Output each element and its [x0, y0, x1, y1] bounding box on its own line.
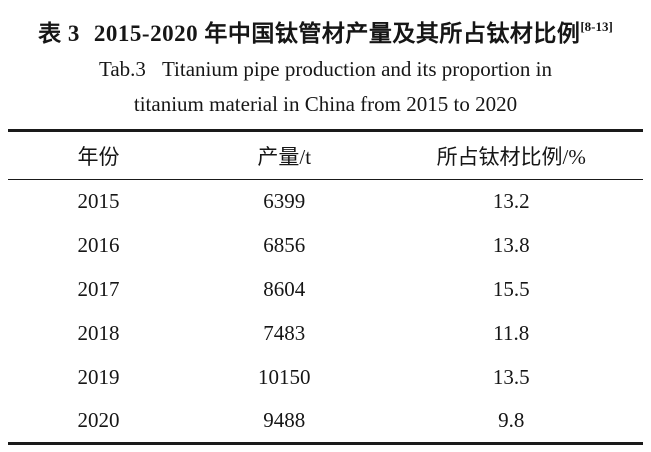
- cell-production: 6399: [263, 189, 306, 214]
- cell-proportion: 13.8: [492, 233, 530, 257]
- cell-proportion: 11.8: [493, 321, 530, 345]
- cell-year: 2017: [77, 277, 120, 301]
- cell-year: 2020: [8, 399, 189, 445]
- table-caption-zh-label: 表 3: [38, 21, 80, 46]
- table-row: 2020 9488 9.8: [8, 399, 643, 445]
- table-caption-zh-text: 2015-2020 年中国钛管材产量及其所占钛材比例: [93, 21, 581, 46]
- cell-proportion: 9.8: [379, 399, 643, 445]
- table-row: 2017 8604 15.5: [8, 268, 643, 312]
- cell-production: 6856: [263, 233, 306, 257]
- cell-year: 2016: [77, 233, 120, 257]
- cell-production: 9488: [188, 399, 380, 445]
- cell-production: 10150: [257, 365, 311, 389]
- table-row: 2018 7483 11.8: [8, 312, 643, 356]
- table-caption-en-text2: titanium material in China from 2015 to …: [133, 92, 518, 116]
- cell-proportion: 13.5: [492, 365, 530, 389]
- table-row: 2016 6856 13.8: [8, 224, 643, 268]
- cell-production: 8604: [263, 277, 306, 301]
- cell-proportion: 13.2: [492, 189, 530, 214]
- table-row: 2015 6399 13.2: [8, 180, 643, 224]
- cell-year: 2019: [77, 365, 120, 389]
- table-caption-zh: 表 3 2015-2020 年中国钛管材产量及其所占钛材比例[8-13]: [0, 0, 651, 52]
- table-caption-en-label: Tab.3: [99, 57, 146, 81]
- column-header-proportion: 所占钛材比例/%: [379, 129, 643, 180]
- table-header-row: 年份 产量/t 所占钛材比例/%: [8, 129, 643, 180]
- column-header-production: 产量/t: [188, 129, 380, 180]
- cell-year: 2015: [77, 189, 120, 214]
- cell-year: 2018: [77, 321, 120, 345]
- table-caption-en-line2: titanium material in China from 2015 to …: [0, 87, 651, 122]
- table-row: 2019 10150 13.5: [8, 356, 643, 400]
- citation-superscript: [8-13]: [580, 19, 613, 34]
- column-header-year: 年份: [8, 129, 189, 180]
- cell-proportion: 15.5: [492, 277, 530, 301]
- table-caption-en-text1: Titanium pipe production and its proport…: [161, 57, 552, 81]
- production-table: 年份 产量/t 所占钛材比例/% 2015 6399 13.2 2016 685…: [8, 129, 643, 445]
- cell-production: 7483: [263, 321, 306, 345]
- table-caption-en-line1: Tab.3 Titanium pipe production and its pr…: [0, 52, 651, 87]
